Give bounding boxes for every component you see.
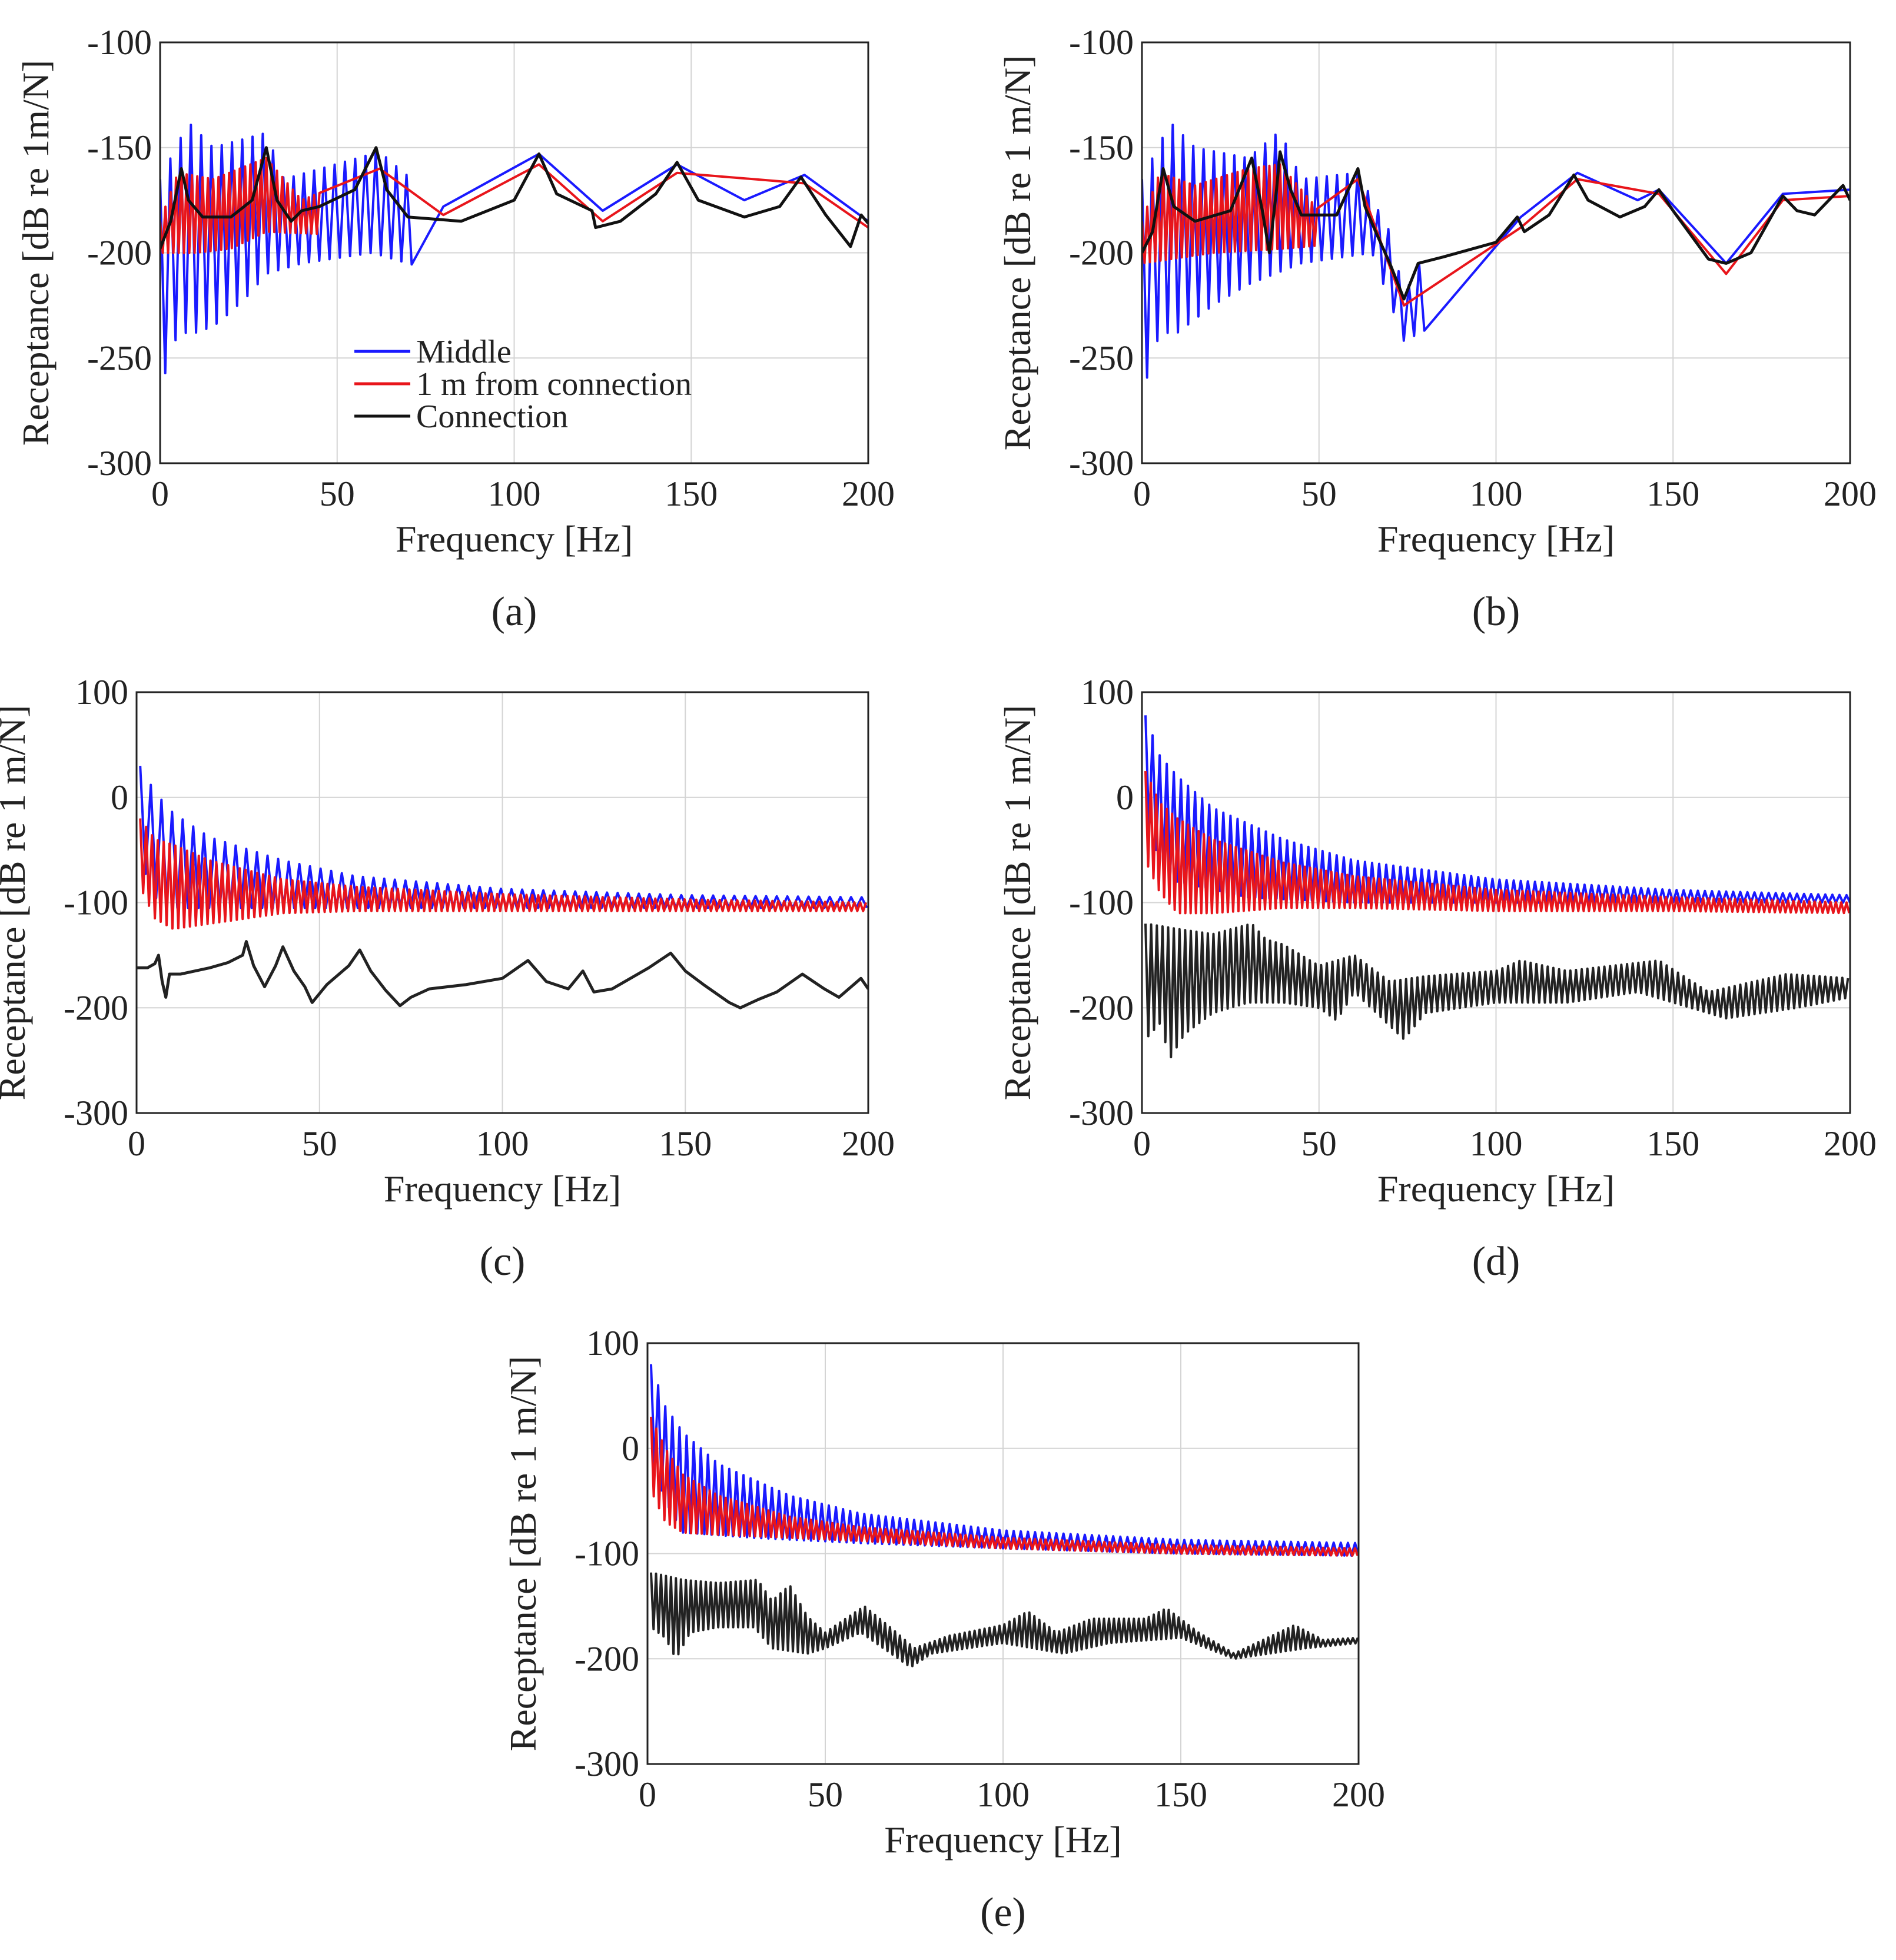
x-tick-label: 100 bbox=[476, 1124, 529, 1163]
chart-panel-4: 0 50 100 150 200 100 0 -100 -200 -300 Frequency [H… bbox=[502, 1324, 1385, 1935]
series-group bbox=[1144, 715, 1850, 1058]
y-axis-label: Receptance [dB re 1 m/N] bbox=[0, 705, 33, 1101]
y-tick-label: 0 bbox=[622, 1429, 639, 1468]
y-tick-label: -300 bbox=[575, 1745, 639, 1783]
panel-caption: (a) bbox=[492, 589, 537, 634]
panel-caption: (b) bbox=[1472, 589, 1520, 634]
y-tick-label: -200 bbox=[87, 234, 152, 273]
y-tick-label: -100 bbox=[64, 883, 128, 922]
chart-panel-2: 0 50 100 150 200 100 0 -100 -200 -300 Frequency [H… bbox=[0, 673, 895, 1284]
x-axis-label: Frequency [Hz] bbox=[384, 1168, 621, 1210]
x-tick-label: 150 bbox=[1646, 474, 1699, 513]
x-tick-label: 200 bbox=[1824, 1124, 1877, 1163]
x-tick-label: 100 bbox=[488, 474, 541, 513]
x-axis-label: Frequency [Hz] bbox=[884, 1819, 1121, 1861]
y-tick-label: -100 bbox=[87, 23, 152, 62]
y-tick-label: -100 bbox=[1069, 883, 1134, 922]
x-axis-label: Frequency [Hz] bbox=[396, 518, 633, 560]
x-tick-label: 150 bbox=[1154, 1775, 1207, 1814]
y-tick-label: -200 bbox=[575, 1639, 639, 1678]
y-axis-label: Receptance [dB re 1 m/N] bbox=[997, 705, 1038, 1101]
plot-frame bbox=[646, 1342, 1360, 1765]
y-tick-label: -150 bbox=[87, 128, 152, 167]
x-tick-label: 0 bbox=[128, 1124, 145, 1163]
y-tick-label: -100 bbox=[1069, 23, 1134, 62]
legend-label: 1 m from connection bbox=[416, 366, 692, 403]
y-tick-label: 100 bbox=[1081, 673, 1134, 712]
y-tick-label: -100 bbox=[575, 1534, 639, 1573]
chart-panel-3: 0 50 100 150 200 100 0 -100 -200 -300 Frequency [H… bbox=[997, 673, 1877, 1284]
y-tick-label: -300 bbox=[1069, 444, 1134, 483]
x-tick-label: 100 bbox=[977, 1775, 1030, 1814]
x-tick-label: 50 bbox=[320, 474, 355, 513]
x-tick-label: 150 bbox=[1646, 1124, 1699, 1163]
y-tick-label: -300 bbox=[64, 1094, 128, 1132]
y-tick-label: 100 bbox=[75, 673, 128, 712]
y-tick-label: -300 bbox=[1069, 1094, 1134, 1132]
series-line-connection bbox=[160, 146, 868, 250]
x-tick-label: 200 bbox=[842, 474, 895, 513]
series-line-1-m-from-connection bbox=[1144, 771, 1850, 915]
series-line-connection bbox=[137, 940, 868, 1009]
series-line-middle bbox=[160, 124, 868, 374]
panel-caption: (d) bbox=[1472, 1239, 1520, 1284]
y-tick-label: 100 bbox=[586, 1324, 639, 1363]
x-tick-label: 200 bbox=[1824, 474, 1877, 513]
x-tick-label: 100 bbox=[1470, 1124, 1523, 1163]
plot-frame bbox=[1141, 41, 1851, 464]
x-tick-label: 200 bbox=[842, 1124, 895, 1163]
series-line-middle bbox=[650, 1364, 1359, 1557]
series-group bbox=[1142, 124, 1850, 379]
x-tick-label: 50 bbox=[1301, 1124, 1337, 1163]
x-tick-label: 50 bbox=[1301, 474, 1337, 513]
y-tick-label: 0 bbox=[111, 778, 128, 817]
x-tick-label: 0 bbox=[639, 1775, 656, 1814]
series-line-connection bbox=[650, 1572, 1359, 1667]
chart-panel-0: 0 50 100 150 200 -100 -150 -200 -250 -300 Frequenc… bbox=[15, 23, 895, 634]
y-axis-label: Receptance [dB re 1 m/N] bbox=[502, 1356, 544, 1752]
series-line-connection bbox=[1144, 923, 1849, 1058]
y-tick-label: -300 bbox=[87, 444, 152, 483]
series-group bbox=[137, 766, 868, 1009]
panel-caption: (c) bbox=[480, 1239, 526, 1284]
x-axis-label: Frequency [Hz] bbox=[1377, 1168, 1615, 1210]
y-tick-label: -250 bbox=[1069, 338, 1134, 377]
y-tick-label: -200 bbox=[1069, 988, 1134, 1027]
series-line-1-m-from-connection bbox=[139, 818, 868, 930]
y-tick-label: -200 bbox=[1069, 234, 1134, 273]
y-tick-label: 0 bbox=[1116, 778, 1134, 817]
legend-label: Middle bbox=[416, 334, 512, 370]
x-tick-label: 150 bbox=[659, 1124, 712, 1163]
x-tick-label: 50 bbox=[808, 1775, 843, 1814]
x-tick-label: 0 bbox=[151, 474, 169, 513]
legend-label: Connection bbox=[416, 398, 568, 435]
x-tick-label: 200 bbox=[1332, 1775, 1385, 1814]
y-tick-label: -250 bbox=[87, 338, 152, 377]
y-tick-label: -200 bbox=[64, 988, 128, 1027]
x-tick-label: 150 bbox=[665, 474, 718, 513]
y-axis-label: Receptance [dB re 1m/N] bbox=[15, 60, 57, 446]
chart-panel-1: 0 50 100 150 200 -100 -150 -200 -250 -300 Frequenc… bbox=[997, 23, 1877, 634]
panel-caption: (e) bbox=[980, 1890, 1026, 1935]
plot-frame bbox=[159, 41, 869, 464]
x-tick-label: 100 bbox=[1470, 474, 1523, 513]
series-line-1-m-from-connection bbox=[650, 1417, 1359, 1557]
y-tick-label: -150 bbox=[1069, 128, 1134, 167]
series-line-connection bbox=[1142, 150, 1850, 301]
x-tick-label: 0 bbox=[1133, 474, 1151, 513]
x-axis-label: Frequency [Hz] bbox=[1377, 518, 1615, 560]
series-group bbox=[650, 1364, 1359, 1667]
plot-frame bbox=[135, 691, 869, 1114]
x-tick-label: 0 bbox=[1133, 1124, 1151, 1163]
series-group bbox=[160, 124, 868, 374]
y-axis-label: Receptance [dB re 1 m/N] bbox=[997, 55, 1038, 451]
plot-frame bbox=[1141, 691, 1851, 1114]
x-tick-label: 50 bbox=[302, 1124, 337, 1163]
